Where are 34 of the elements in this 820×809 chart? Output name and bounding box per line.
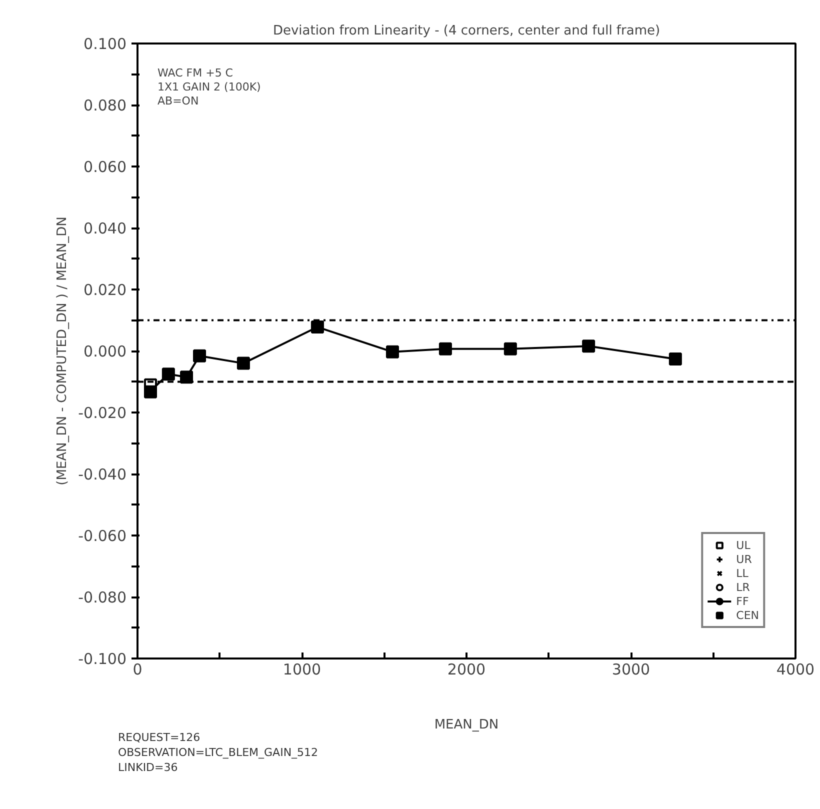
y-tick-label: 0.020 [84, 281, 127, 299]
legend-label: UR [736, 552, 753, 566]
y-tick-label: -0.060 [78, 527, 127, 545]
text: LINKID=36 [118, 761, 178, 774]
annotation: AB=ON [158, 94, 199, 108]
text: OBSERVATION=LTC_BLEM_GAIN_512 [118, 746, 318, 759]
x-tick-label: 1000 [282, 660, 322, 678]
legend-label: FF [736, 594, 750, 608]
y-tick-label: 0.040 [84, 220, 127, 238]
x-tick-label: 4000 [776, 660, 815, 678]
chart-title: Deviation from Linearity - (4 corners, center and full frame) [272, 24, 660, 38]
y-tick-label: 0.100 [84, 35, 127, 53]
y-tick-label: -0.100 [78, 650, 127, 668]
y-axis-title: (MEAN_DN - COMPUTED_DN ) / MEAN_DN [55, 216, 70, 486]
y-tick-label: -0.020 [78, 404, 127, 422]
y-tick-label: -0.040 [78, 466, 127, 484]
x-tick-label: 2000 [447, 660, 486, 678]
legend-label: LL [736, 566, 750, 580]
x-tick-label: 3000 [612, 660, 650, 678]
text: REQUEST=126 [118, 731, 200, 744]
annotation: 1X1 GAIN 2 (100K) [158, 80, 261, 94]
point [668, 352, 682, 366]
point [310, 320, 324, 334]
point [144, 385, 157, 398]
legend-label: LR [736, 580, 751, 594]
legend-label: UL [736, 538, 752, 552]
x-tick-label: 0 [132, 660, 142, 678]
annotation: WAC FM +5 C [158, 66, 234, 80]
x-axis-title: MEAN_DN [434, 718, 499, 732]
y-tick-label: 0.080 [84, 96, 127, 114]
y-tick-label: -0.080 [78, 588, 127, 606]
y-tick-label: 0.060 [84, 158, 127, 176]
legend-label: CEN [736, 608, 759, 622]
y-tick-label: 0.000 [84, 342, 127, 360]
